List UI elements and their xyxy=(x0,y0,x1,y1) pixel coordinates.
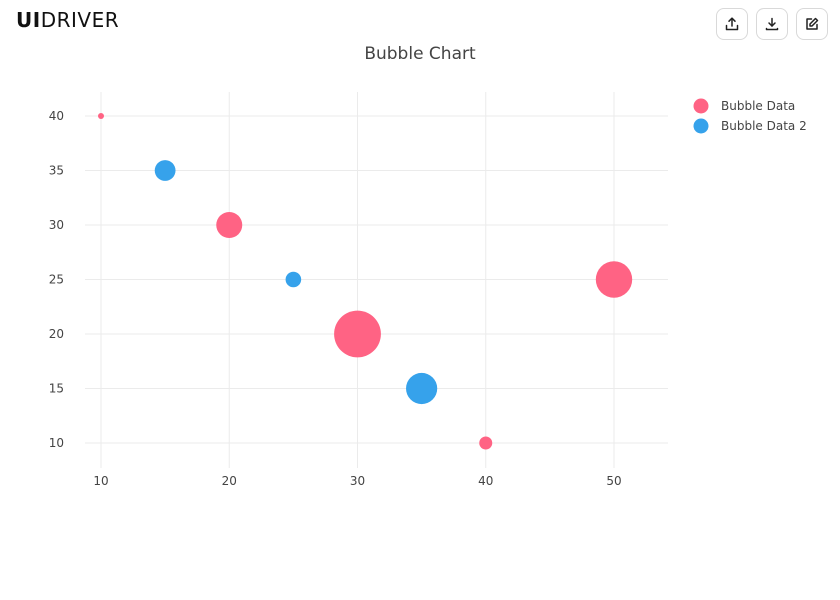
legend-marker[interactable] xyxy=(693,118,709,134)
logo-bold-text: UI xyxy=(16,8,41,32)
bubble-point[interactable] xyxy=(154,160,176,181)
logo: UIDRIVER xyxy=(16,8,119,32)
grid xyxy=(85,92,668,468)
axes: 10 20 30 40 50 10 15 20 25 30 35 40 xyxy=(49,109,622,488)
share-icon xyxy=(725,17,739,31)
bubbles xyxy=(98,113,633,450)
bubble-point[interactable] xyxy=(595,261,633,298)
legend-label[interactable]: Bubble Data 2 xyxy=(721,119,807,133)
x-tick-label: 10 xyxy=(93,474,108,488)
x-tick-label: 40 xyxy=(478,474,493,488)
y-tick-label: 20 xyxy=(49,327,64,341)
y-tick-label: 40 xyxy=(49,109,64,123)
logo-rest-text: DRIVER xyxy=(40,8,120,32)
share-button[interactable] xyxy=(716,8,748,40)
download-icon xyxy=(765,17,779,31)
bubble-point[interactable] xyxy=(334,310,381,358)
bubble-point[interactable] xyxy=(479,436,493,450)
edit-button[interactable] xyxy=(796,8,828,40)
y-tick-label: 15 xyxy=(49,382,64,396)
y-tick-label: 10 xyxy=(49,436,64,450)
bubble-point[interactable] xyxy=(216,212,243,238)
chart-title: Bubble Chart xyxy=(364,44,476,64)
edit-icon xyxy=(806,17,819,30)
toolbar xyxy=(716,8,828,40)
y-tick-label: 30 xyxy=(49,218,64,232)
x-tick-label: 30 xyxy=(350,474,365,488)
x-tick-label: 50 xyxy=(606,474,621,488)
y-tick-label: 35 xyxy=(49,164,64,178)
y-tick-label: 25 xyxy=(49,273,64,287)
legend-label[interactable]: Bubble Data xyxy=(721,99,795,113)
x-tick-label: 20 xyxy=(222,474,237,488)
bubble-point[interactable] xyxy=(98,113,104,119)
bubble-point[interactable] xyxy=(285,271,302,288)
bubble-point[interactable] xyxy=(406,372,438,405)
legend-marker[interactable] xyxy=(693,98,709,114)
download-button[interactable] xyxy=(756,8,788,40)
legend: Bubble Data Bubble Data 2 xyxy=(693,98,807,134)
